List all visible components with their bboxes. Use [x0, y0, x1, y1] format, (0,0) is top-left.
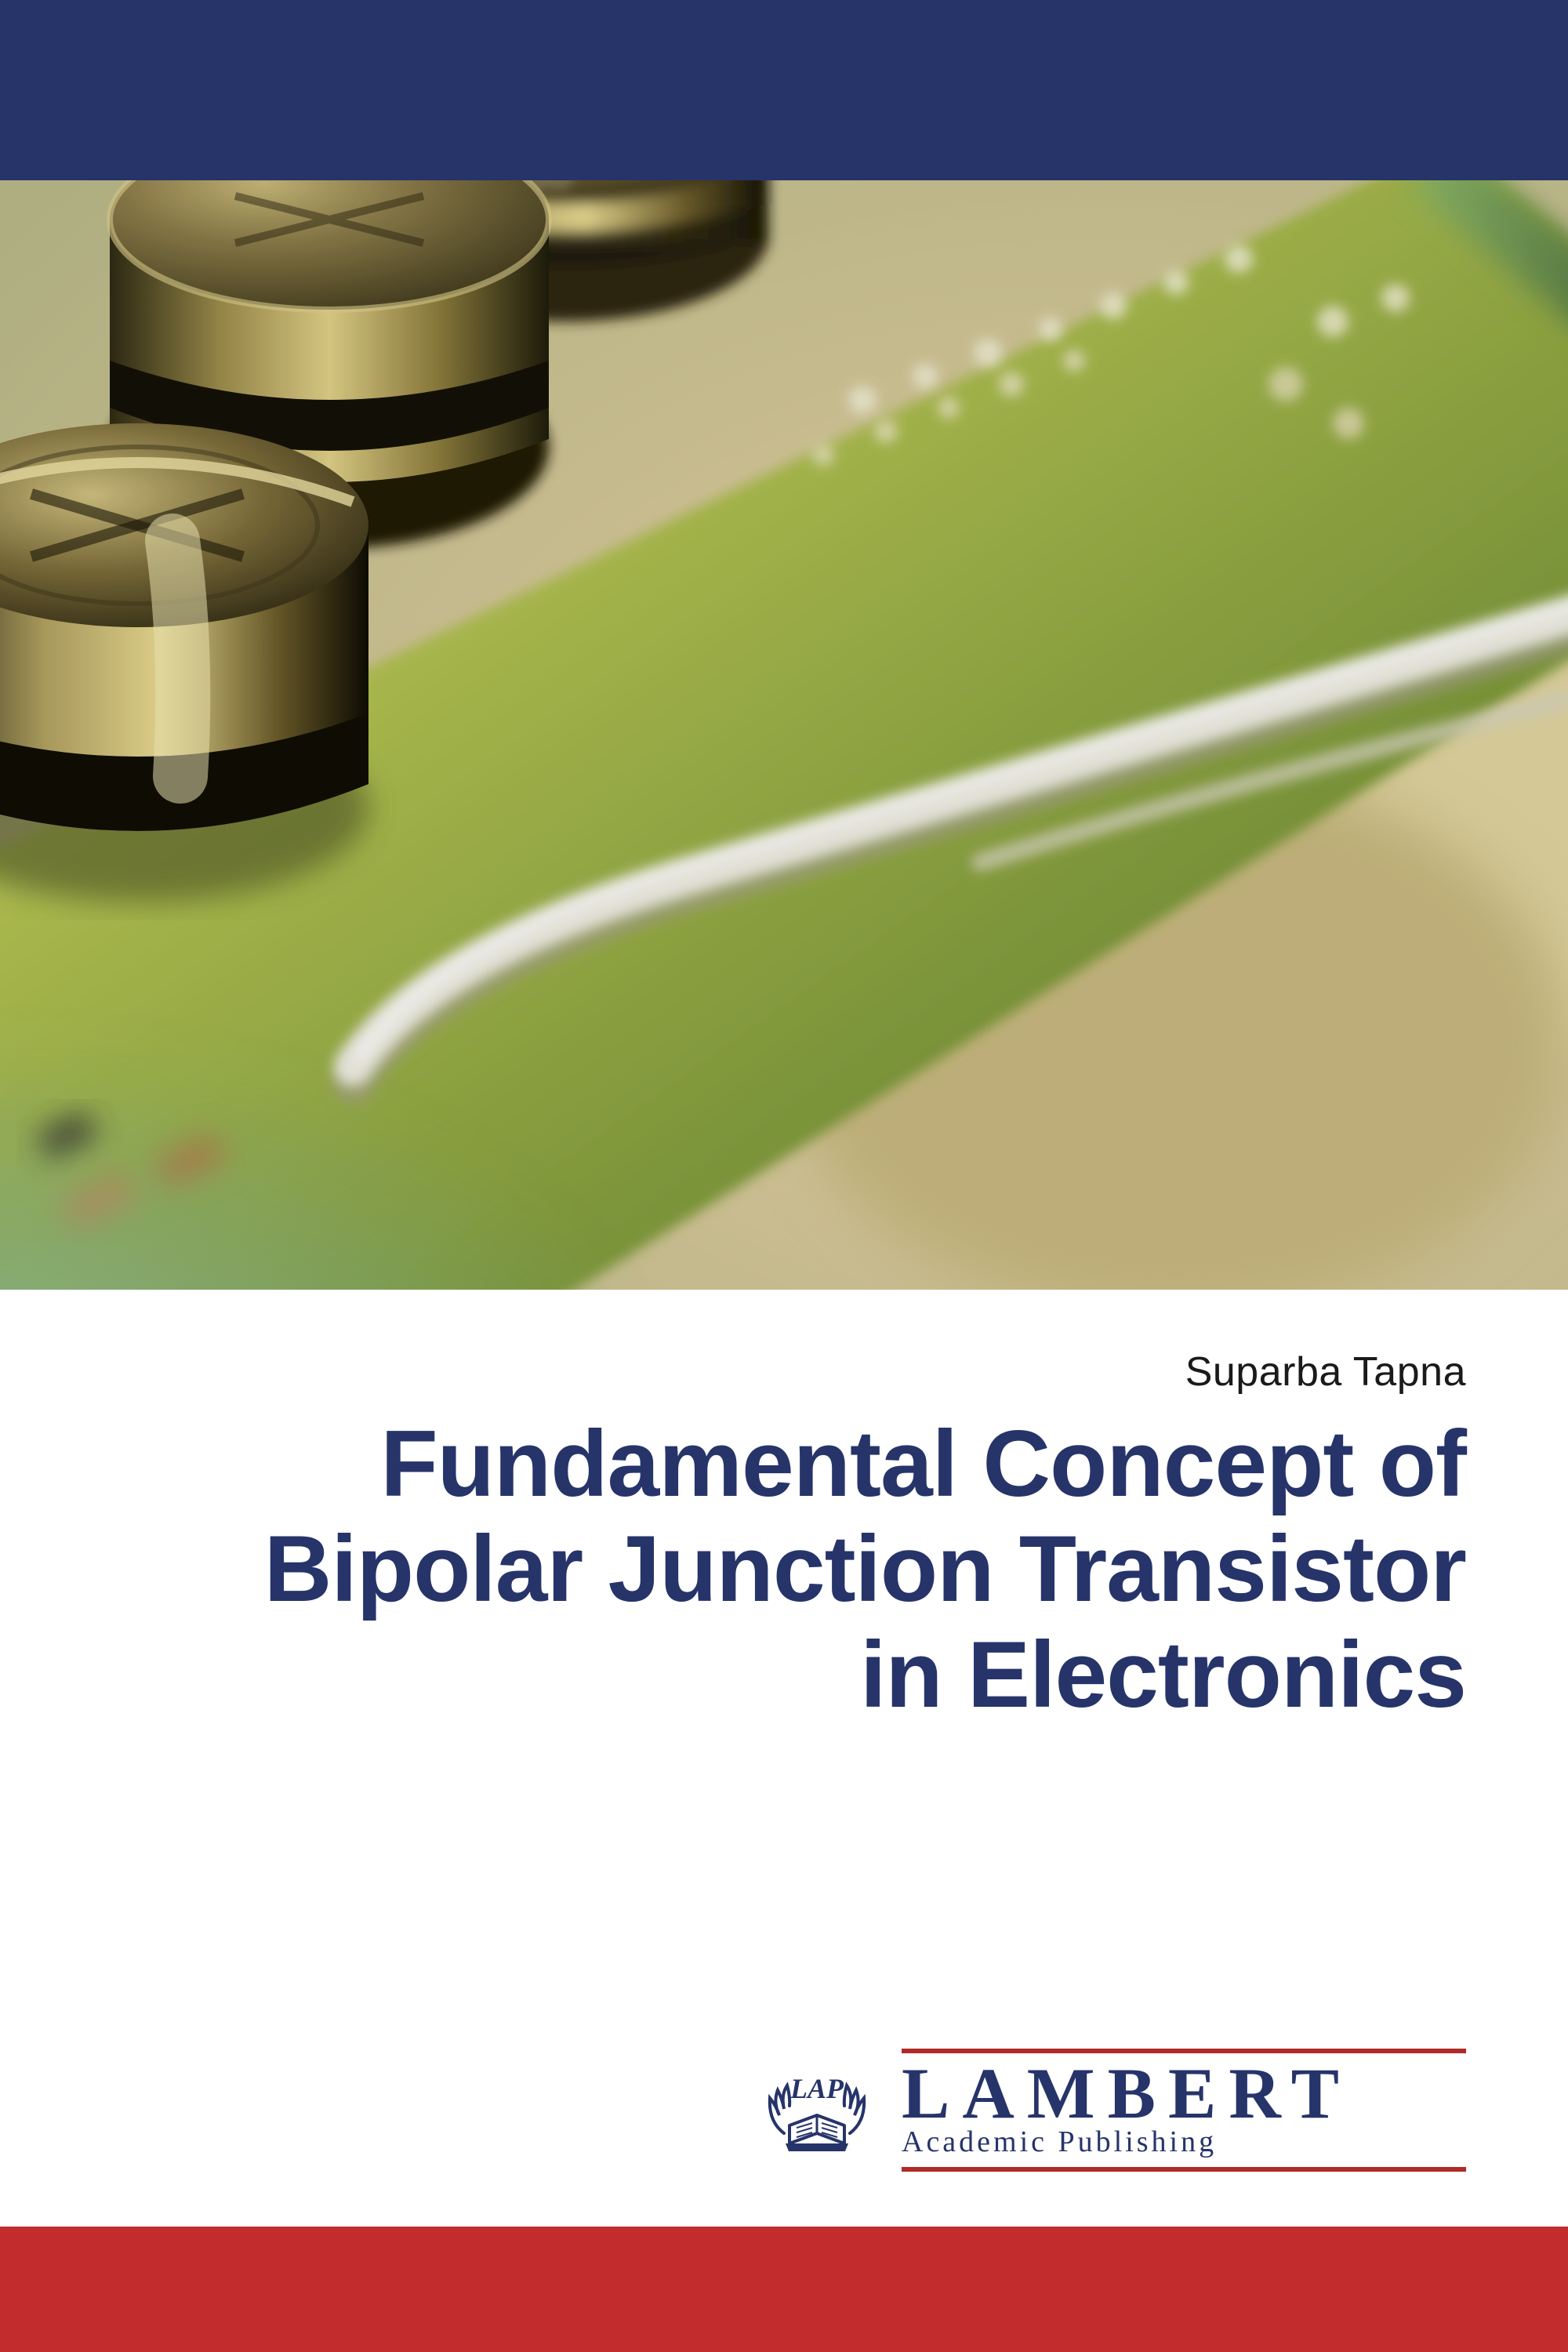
title-line-1: Fundamental Concept of — [380, 1411, 1466, 1516]
title-line-3: in Electronics — [860, 1622, 1466, 1727]
publisher-rule-bottom — [902, 2167, 1466, 2172]
top-color-band — [0, 0, 1568, 180]
author-name: Suparba Tapna — [1185, 1348, 1466, 1396]
bottom-color-band — [0, 2227, 1568, 2352]
book-cover: 100 — [0, 0, 1568, 2352]
publisher-text: LAMBERT Academic Publishing — [902, 2049, 1466, 2172]
book-title: Fundamental Concept of Bipolar Junction … — [94, 1411, 1466, 1727]
publisher-abbr: LAP — [789, 2073, 844, 2104]
title-line-2: Bipolar Junction Transistor — [264, 1516, 1466, 1621]
publisher-name: LAMBERT — [902, 2060, 1466, 2128]
publisher-rule-top — [902, 2049, 1466, 2053]
publisher-block: LAP LAMBERT Academic Publishing — [754, 2049, 1466, 2172]
pcb-illustration: 100 — [0, 180, 1568, 1290]
publisher-tagline: Academic Publishing — [902, 2125, 1466, 2159]
publisher-logo-icon: LAP — [754, 2059, 880, 2161]
hero-image: 100 — [0, 180, 1568, 1290]
